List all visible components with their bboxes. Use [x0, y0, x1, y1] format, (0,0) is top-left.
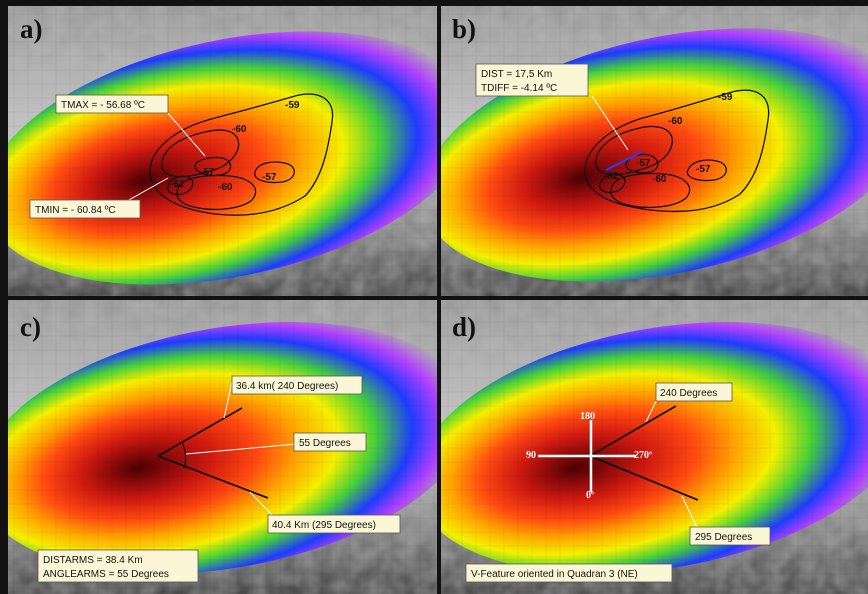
lower-arm-callout-c: 40.4 Km (295 Degrees)	[267, 514, 401, 534]
svg-text:36.4 km( 240 Degrees): 36.4 km( 240 Degrees)	[236, 381, 338, 392]
contours-b	[584, 89, 770, 213]
panel-label-a: a)	[20, 14, 43, 44]
contour-label: -60	[218, 182, 233, 193]
contour-label: -62	[170, 179, 185, 190]
contour-label: -60	[232, 124, 247, 135]
svg-text:240 Degrees: 240 Degrees	[660, 388, 717, 399]
svg-text:V-Feature oriented in Quadran: V-Feature oriented in Quadran 3 (NE)	[471, 569, 638, 580]
svg-text:TMAX = - 56.68 ºC: TMAX = - 56.68 ºC	[61, 100, 145, 111]
svg-text:DIST = 17,5 Km: DIST = 17,5 Km	[481, 69, 552, 80]
svg-text:295 Degrees: 295 Degrees	[695, 532, 752, 543]
svg-text:ANGLEARMS = 55 Degrees: ANGLEARMS = 55 Degrees	[43, 569, 169, 580]
tmax-callout: TMAX = - 56.68 ºC	[55, 94, 169, 114]
orientation-caption: V-Feature oriented in Quadran 3 (NE)	[465, 563, 673, 583]
angle-callout-c: 55 Degrees	[293, 432, 367, 452]
contour-label: -57	[696, 164, 711, 175]
contour-label: -62	[604, 171, 619, 182]
dist-callout: DIST = 17,5 Km TDIFF = -4.14 ºC	[475, 63, 589, 97]
compass-east-label: 270º	[634, 450, 653, 461]
tmin-callout: TMIN = - 60.84 ºC	[29, 199, 141, 219]
svg-text:DISTARMS = 38.4 Km: DISTARMS = 38.4 Km	[43, 555, 143, 566]
compass-south-label: 0º	[586, 490, 595, 501]
contour-label: -60	[668, 116, 683, 127]
contour-label: -59	[718, 92, 733, 103]
contour-label: -57	[200, 167, 215, 178]
compass-north-label: 180	[580, 411, 595, 422]
panel-c: 36.4 km( 240 Degrees) 55 Degrees 40.4 Km…	[8, 300, 438, 594]
panel-label-d: d)	[452, 312, 476, 342]
panel-d: 180 90 270º 0º 240 Degrees 295 Degrees V…	[440, 300, 868, 594]
arms-summary-callout: DISTARMS = 38.4 Km ANGLEARMS = 55 Degree…	[37, 549, 199, 583]
contour-label: -60	[652, 174, 667, 185]
v-arms-c	[157, 407, 269, 499]
v-arms-d	[589, 405, 699, 501]
svg-text:55 Degrees: 55 Degrees	[299, 438, 351, 449]
upper-arm-callout-c: 36.4 km( 240 Degrees)	[231, 375, 363, 395]
panel-label-b: b)	[452, 14, 476, 44]
panel-a: -59 -60 -57 -57 -62 -60 TMAX = - 56.68 º…	[8, 6, 438, 296]
svg-text:40.4 Km (295 Degrees): 40.4 Km (295 Degrees)	[272, 520, 376, 531]
svg-text:TMIN = - 60.84 ºC: TMIN = - 60.84 ºC	[35, 205, 116, 216]
svg-text:TDIFF = -4.14 ºC: TDIFF = -4.14 ºC	[481, 83, 557, 94]
distance-line	[605, 151, 643, 171]
contour-label: -57	[262, 172, 277, 183]
upper-arm-callout-d: 240 Degrees	[655, 382, 733, 402]
compass-cross	[538, 420, 636, 492]
panel-label-c: c)	[20, 312, 41, 342]
panel-b: -59 -60 -57 -57 -62 -60 DIST = 17,5 Km T…	[440, 6, 868, 296]
contours-a	[149, 93, 334, 216]
lower-arm-callout-d: 295 Degrees	[689, 526, 771, 546]
contour-label: -59	[285, 100, 300, 111]
compass-west-label: 90	[526, 450, 536, 461]
contour-label: -57	[636, 158, 651, 169]
